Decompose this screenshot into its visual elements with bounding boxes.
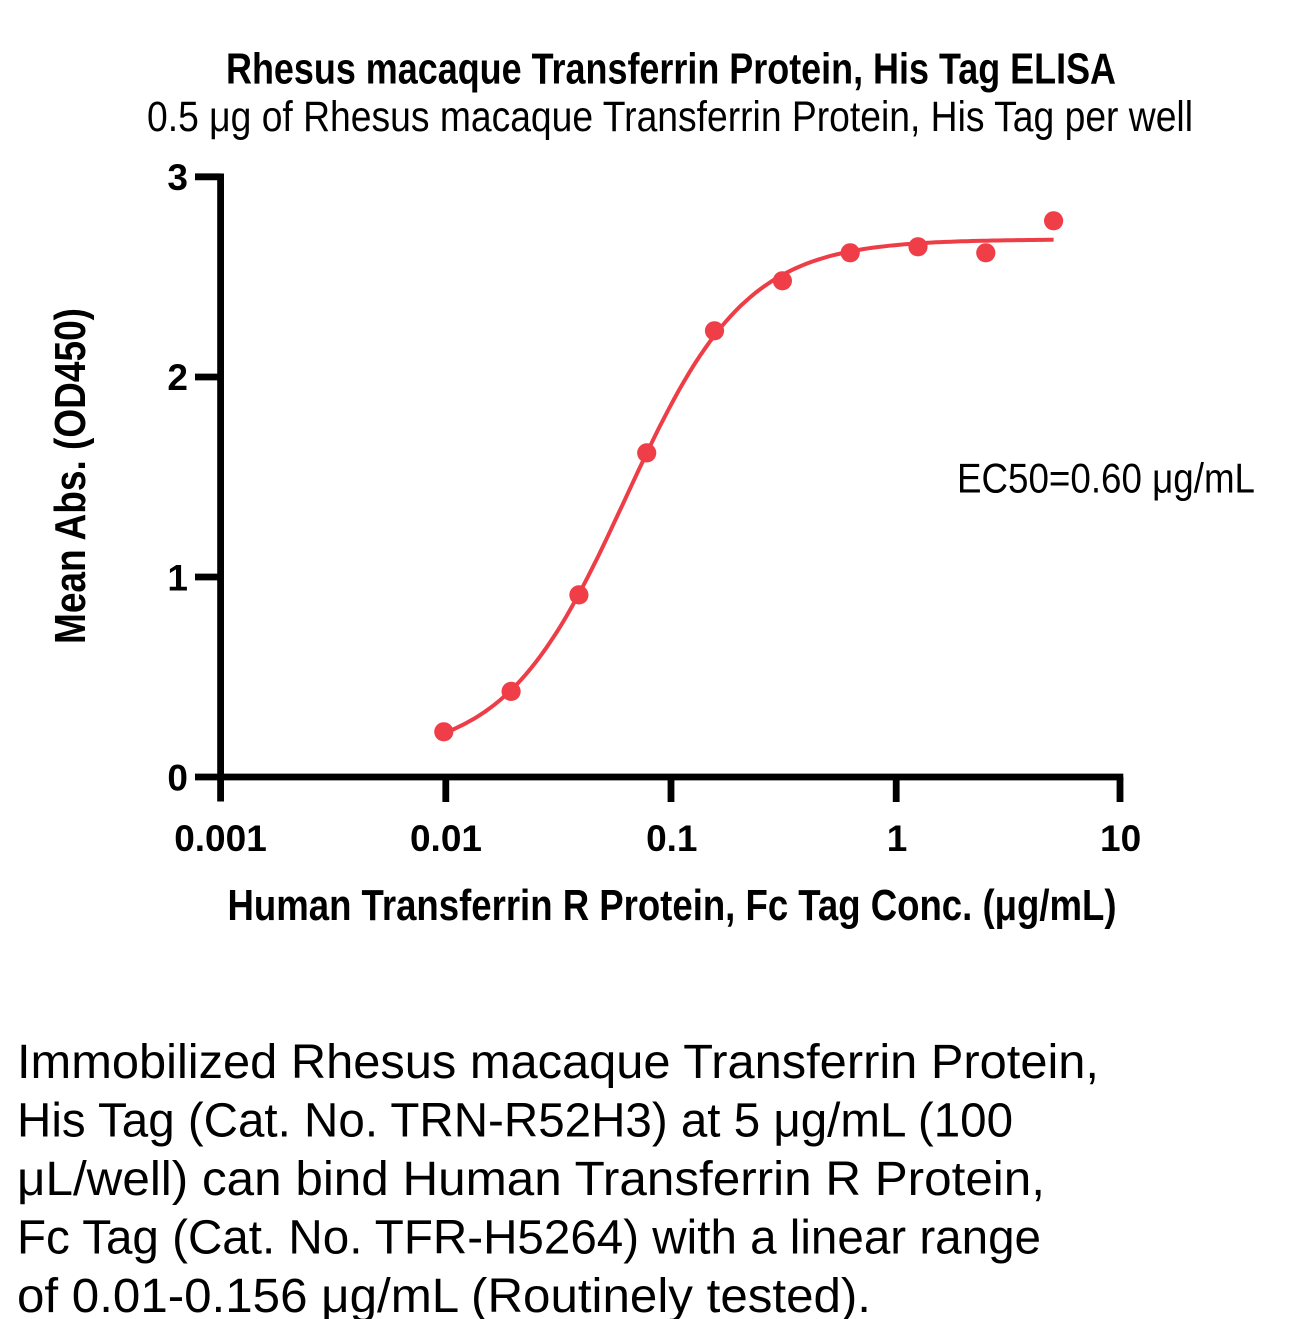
svg-text:1: 1: [167, 557, 188, 598]
svg-text:10: 10: [1100, 818, 1141, 859]
svg-text:0: 0: [167, 757, 188, 798]
svg-text:0.1: 0.1: [646, 818, 697, 859]
svg-text:Immobilized Rhesus macaque Tra: Immobilized Rhesus macaque Transferrin P…: [17, 1036, 1099, 1089]
svg-text:2: 2: [167, 357, 188, 398]
svg-text:Fc Tag (Cat. No. TFR-H5264) wi: Fc Tag (Cat. No. TFR-H5264) with a linea…: [17, 1212, 1041, 1265]
svg-text:0.01: 0.01: [410, 818, 482, 859]
svg-text:His Tag (Cat. No. TRN-R52H3) a: His Tag (Cat. No. TRN-R52H3) at 5 μg/mL …: [17, 1095, 1013, 1148]
svg-text:0.5 μg of Rhesus macaque Trans: 0.5 μg of Rhesus macaque Transferrin Pro…: [147, 93, 1193, 141]
svg-text:Mean Abs. (OD450): Mean Abs. (OD450): [46, 308, 95, 644]
svg-text:μL/well) can bind Human Transf: μL/well) can bind Human Transferrin R Pr…: [17, 1153, 1045, 1206]
svg-text:1: 1: [887, 818, 908, 859]
svg-text:0.001: 0.001: [174, 818, 267, 859]
svg-text:EC50=0.60 μg/mL: EC50=0.60 μg/mL: [957, 455, 1255, 502]
svg-text:Human Transferrin R Protein, F: Human Transferrin R Protein, Fc Tag Conc…: [228, 881, 1117, 930]
svg-text:3: 3: [167, 157, 188, 198]
svg-text:Rhesus macaque Transferrin Pro: Rhesus macaque Transferrin Protein, His …: [226, 45, 1116, 94]
svg-text:of 0.01-0.156 μg/mL (Routinely: of 0.01-0.156 μg/mL (Routinely tested).: [17, 1270, 871, 1319]
